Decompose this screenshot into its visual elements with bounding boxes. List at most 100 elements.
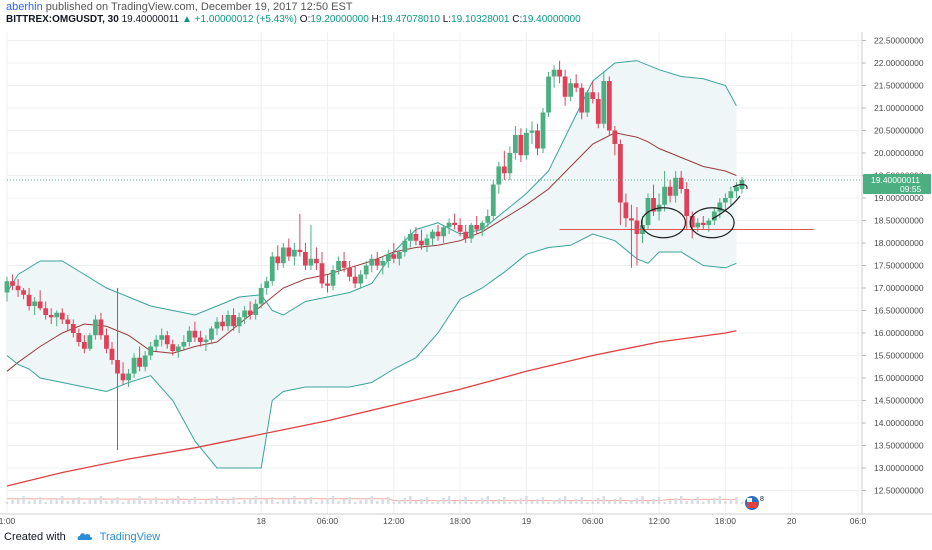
time-tick-label: 18 — [256, 516, 266, 526]
candle — [684, 182, 690, 230]
long-moving-average-line — [6, 330, 737, 487]
candle — [629, 204, 634, 268]
candle-body — [181, 342, 187, 347]
candle-body — [347, 267, 353, 277]
last-price: 19.40000011 — [121, 14, 180, 25]
candle-body — [629, 218, 634, 221]
author-link[interactable]: aberhin — [6, 1, 43, 13]
candle-body — [59, 312, 65, 320]
time-axis[interactable]: 1:00 18 06:00 12:00 18:00 19 06:00 12:00 18:00 20… — [0, 513, 932, 526]
candle-body — [109, 348, 115, 360]
candle-body — [711, 211, 717, 221]
candle — [540, 108, 546, 153]
candle-body — [175, 346, 181, 351]
candle-body — [303, 252, 308, 266]
candle-body — [363, 265, 369, 275]
candle — [485, 209, 491, 228]
candle-body — [374, 258, 380, 266]
candle — [546, 72, 551, 117]
candle-body — [314, 258, 319, 264]
candle — [617, 139, 623, 225]
candle-body — [474, 225, 480, 230]
candle-body — [524, 132, 529, 156]
candle — [81, 335, 87, 354]
candle-body — [706, 220, 712, 225]
candle-body — [214, 321, 220, 329]
candle — [728, 186, 734, 205]
candle — [209, 326, 214, 345]
events-icon[interactable]: 8 — [745, 496, 764, 510]
candle — [651, 184, 656, 216]
open-label: O: — [299, 14, 311, 25]
candle-body — [540, 112, 546, 149]
candle — [325, 274, 330, 293]
candle — [247, 301, 253, 320]
candle-body — [507, 153, 513, 174]
volume-line — [6, 498, 737, 502]
price-tick-label: 14.00000000 — [874, 418, 924, 428]
candle — [214, 317, 220, 336]
price-axis[interactable]: 22.50000000 22.00000000 21.50000000 21.0000… — [862, 36, 924, 496]
candle-body — [225, 315, 231, 327]
candle-body — [21, 290, 26, 295]
footer: Created with TradingView — [4, 531, 160, 543]
candle-body — [579, 87, 585, 113]
tradingview-brand-link[interactable]: TradingView — [99, 531, 161, 543]
candle — [291, 243, 297, 266]
candle-body — [369, 258, 375, 266]
candle — [198, 330, 203, 347]
candle — [407, 229, 413, 248]
candle-body — [535, 130, 540, 149]
candle-body — [120, 373, 126, 381]
candle-body — [37, 301, 43, 309]
candle-body — [220, 321, 225, 327]
price-tick-label: 12.50000000 — [874, 486, 924, 496]
time-tick-label: 18:00 — [715, 516, 737, 526]
price-tick-label: 22.00000000 — [874, 58, 924, 68]
candle — [170, 339, 176, 356]
price-tick-label: 22.50000000 — [874, 36, 924, 46]
candle-body — [280, 247, 286, 264]
symbol-info-bar: BITTREX:OMGUSDT, 30 19.40000011 ▲ +1.000… — [6, 14, 581, 25]
candle-body — [253, 303, 259, 315]
candle-body — [275, 256, 281, 264]
candle — [352, 265, 358, 288]
high-label: H: — [371, 14, 382, 25]
price-tick-label: 17.50000000 — [874, 261, 924, 271]
candle-body — [529, 130, 535, 133]
candle-body — [242, 310, 248, 318]
candle-body — [159, 335, 165, 340]
candle-body — [26, 294, 32, 306]
candle — [236, 312, 242, 333]
candle-body — [4, 281, 10, 293]
candle-body — [10, 281, 15, 286]
candle — [4, 276, 10, 302]
candle — [336, 256, 341, 275]
candle-body — [297, 249, 303, 252]
candle-body — [126, 373, 131, 381]
candle — [280, 243, 286, 268]
price-tick-label: 17.00000000 — [874, 283, 924, 293]
candle-body — [595, 99, 601, 124]
candle-body — [269, 256, 275, 282]
candle-body — [203, 339, 209, 342]
bollinger-lower-band — [6, 233, 737, 469]
price-tick-label: 14.50000000 — [874, 396, 924, 406]
candle — [452, 213, 458, 230]
candle — [153, 335, 159, 351]
candle-body — [15, 285, 21, 291]
candle — [662, 171, 667, 212]
candle — [722, 193, 728, 212]
candle — [181, 335, 187, 351]
symbol-label[interactable]: BITTREX:OMGUSDT, 30 — [6, 14, 119, 25]
close-label: C: — [512, 14, 523, 25]
price-tick-label: 20.50000000 — [874, 126, 924, 136]
candle — [26, 288, 32, 311]
candle-body — [153, 339, 159, 347]
candle — [10, 274, 15, 291]
candle — [104, 328, 109, 354]
candle — [330, 265, 336, 291]
volume-layer — [5, 496, 744, 504]
candle — [518, 128, 524, 162]
